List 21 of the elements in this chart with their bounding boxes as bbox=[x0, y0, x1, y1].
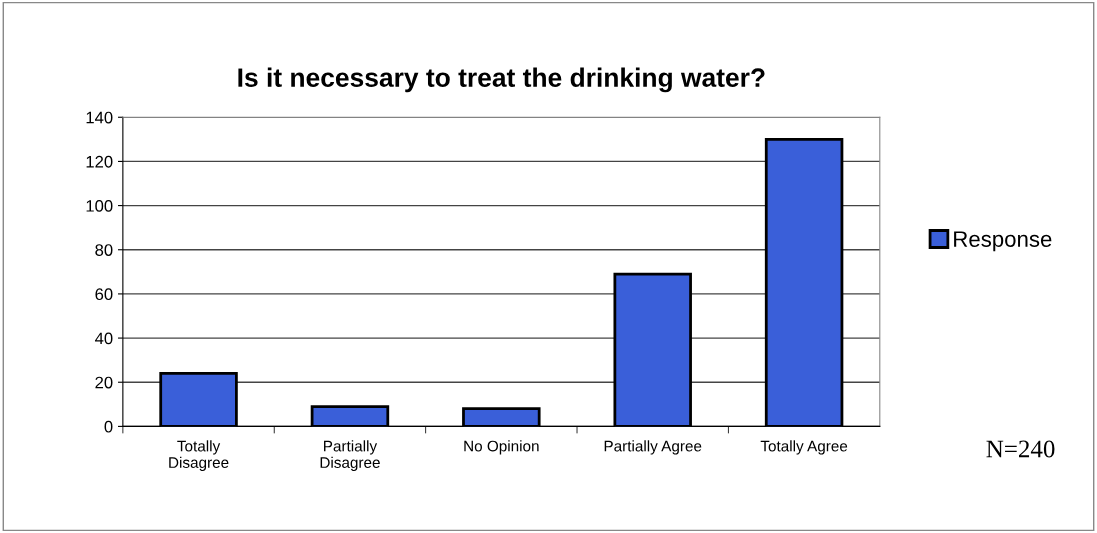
x-tick-label: Partially Agree bbox=[604, 440, 702, 455]
legend-label: Response bbox=[954, 231, 1052, 252]
x-tick-label: Partially Disagree bbox=[320, 440, 380, 471]
y-tick-label: 60 bbox=[95, 288, 113, 301]
y-tick-label: 100 bbox=[86, 199, 113, 212]
bar bbox=[764, 137, 844, 427]
y-tick-label: 80 bbox=[95, 244, 113, 256]
x-tick-label: Totally Disagree bbox=[169, 440, 229, 471]
bar bbox=[613, 272, 692, 427]
x-tick-label: No Opinion bbox=[464, 440, 539, 455]
y-tick-label: 0 bbox=[104, 420, 113, 433]
bar bbox=[310, 405, 390, 427]
text: N=240 bbox=[986, 440, 1055, 458]
y-tick-label: 120 bbox=[86, 155, 113, 168]
y-tick-label: 20 bbox=[95, 376, 113, 389]
bar bbox=[462, 407, 541, 427]
y-tick-label: 40 bbox=[94, 332, 113, 345]
bar bbox=[159, 372, 238, 427]
x-tick-label: Totally Agree bbox=[760, 440, 848, 455]
y-tick-label: 140 bbox=[86, 111, 113, 124]
chart-title: Is it necessary to treat the drinking water? bbox=[238, 67, 765, 93]
